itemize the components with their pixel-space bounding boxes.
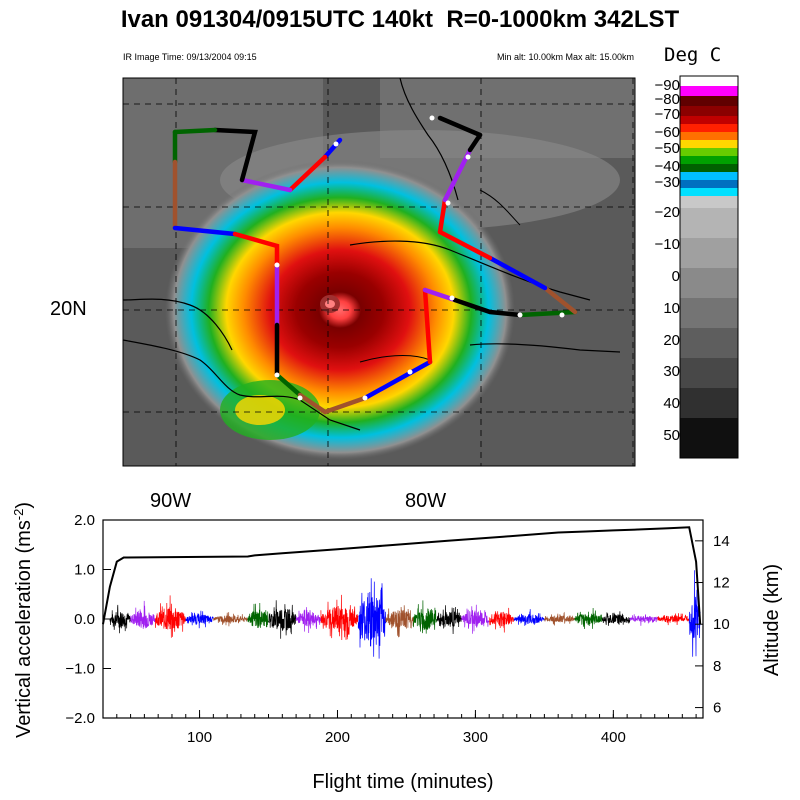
colorbar-label: 0 xyxy=(671,268,680,285)
y-tick-label: 2.0 xyxy=(74,512,95,529)
y-axis-label-left: Vertical acceleration (ms-2) xyxy=(11,502,36,738)
altitude-range: Min alt: 10.00km Max alt: 15.00km xyxy=(496,52,634,62)
flight-track xyxy=(172,115,578,415)
lon-label-90w: 90W xyxy=(150,490,192,512)
acceleration-segment xyxy=(436,605,462,635)
acceleration-segment xyxy=(385,605,414,638)
lon-label-80w: 80W xyxy=(405,490,447,512)
acceleration-segment xyxy=(461,604,490,634)
y-tick-label: 0.0 xyxy=(74,611,95,628)
lat-label-20n: 20N xyxy=(50,298,87,320)
y-tick-label-right: 6 xyxy=(713,700,721,717)
y-tick-label-right: 8 xyxy=(713,658,721,675)
colorbar-label: −30 xyxy=(654,174,680,191)
y-tick-label: −2.0 xyxy=(65,710,95,727)
acceleration-segment xyxy=(247,602,269,629)
acceleration-segment xyxy=(357,578,387,659)
x-tick-label: 100 xyxy=(187,729,212,746)
y-tick-label-right: 10 xyxy=(713,616,730,633)
colorbar xyxy=(679,75,739,459)
colorbar-label: −60 xyxy=(654,124,680,141)
map-area xyxy=(122,77,636,467)
acceleration-segment xyxy=(155,595,186,638)
acceleration-segment xyxy=(185,610,214,629)
colorbar-title: Deg C xyxy=(664,44,722,66)
colorbar-label: 10 xyxy=(663,300,680,317)
chart-title: Ivan 091304/0915UTC 140kt R=0-1000km 342… xyxy=(120,6,680,33)
colorbar-label: 30 xyxy=(663,363,680,380)
acceleration-traces xyxy=(109,570,701,659)
acceleration-segment xyxy=(488,607,515,633)
acceleration-segment xyxy=(544,611,575,626)
x-tick-label: 300 xyxy=(463,729,488,746)
colorbar-label: 40 xyxy=(663,395,680,412)
colorbar-label: −80 xyxy=(654,91,680,108)
acceleration-segment xyxy=(212,612,249,627)
y-tick-label: −1.0 xyxy=(65,661,95,678)
y-tick-label-right: 12 xyxy=(713,575,730,592)
colorbar-label: 20 xyxy=(663,332,680,349)
x-tick-label: 400 xyxy=(601,729,626,746)
x-axis-label: Flight time (minutes) xyxy=(312,771,493,793)
colorbar-label: −50 xyxy=(654,140,680,157)
colorbar-label: −40 xyxy=(654,158,680,175)
acceleration-segment xyxy=(513,609,545,626)
y-tick-label: 1.0 xyxy=(74,562,95,579)
acceleration-segment xyxy=(268,600,297,639)
acceleration-segment xyxy=(130,600,156,629)
y-axis-label-right: Altitude (km) xyxy=(761,564,783,676)
acceleration-segment xyxy=(295,607,322,634)
colorbar-label: 50 xyxy=(663,427,680,444)
colorbar-label: −70 xyxy=(654,106,680,123)
y-tick-label-right: 14 xyxy=(713,533,730,550)
colorbar-label: −90 xyxy=(654,77,680,94)
acceleration-segment xyxy=(657,613,690,626)
acceleration-segment xyxy=(109,604,131,634)
altitude-line xyxy=(102,526,702,625)
colorbar-label: −20 xyxy=(654,204,680,221)
acceleration-segment xyxy=(574,607,603,630)
ir-image-time: IR Image Time: 09/13/2004 09:15 xyxy=(123,52,257,62)
acceleration-segment xyxy=(629,614,658,626)
acceleration-segment xyxy=(320,594,359,641)
axes: 100 200 300 400 2.0 1.0 0.0 −1.0 −2.0 14 12 10 8 6 xyxy=(65,512,729,746)
acceleration-segment xyxy=(601,611,631,626)
acceleration-segment xyxy=(412,600,438,634)
colorbar-label: −10 xyxy=(654,236,680,253)
x-tick-label: 200 xyxy=(325,729,350,746)
